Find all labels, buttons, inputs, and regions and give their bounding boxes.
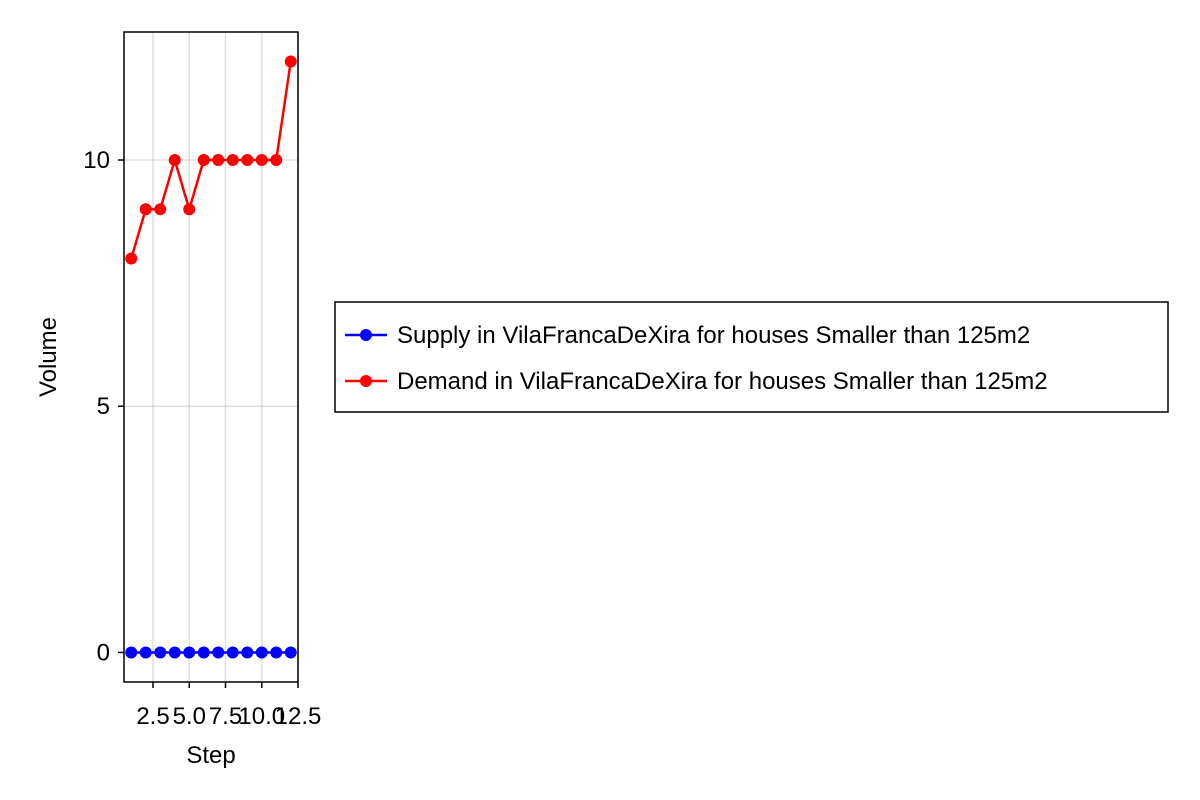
x-tick-label: 7.5 — [209, 703, 242, 730]
y-axis-label: Volume — [35, 317, 62, 397]
data-point — [183, 203, 196, 216]
data-point — [197, 154, 210, 167]
series-supply — [125, 646, 297, 659]
data-point — [255, 154, 268, 167]
legend-marker-swatch — [360, 375, 372, 387]
data-point — [197, 646, 210, 659]
data-point — [284, 646, 297, 659]
data-point — [255, 646, 268, 659]
legend-entry: Demand in VilaFrancaDeXira for houses Sm… — [345, 368, 1048, 395]
legend-entries: Supply in VilaFrancaDeXira for houses Sm… — [345, 322, 1048, 395]
data-point — [168, 154, 181, 167]
data-series — [125, 55, 297, 659]
y-tick-label: 5 — [97, 393, 110, 420]
data-point — [125, 646, 138, 659]
x-axis-ticks: 2.5 5.0 7.510.012.5 — [136, 682, 321, 730]
data-point — [212, 646, 225, 659]
data-point — [284, 55, 297, 68]
data-point — [139, 203, 152, 216]
data-point — [154, 646, 167, 659]
x-tick-label: 12.5 — [275, 703, 322, 730]
data-point — [168, 646, 181, 659]
x-tick-label: 5.0 — [173, 703, 206, 730]
plot-area-frame — [123, 31, 299, 683]
data-point — [212, 154, 225, 167]
x-axis-label: Step — [186, 742, 235, 769]
series-demand — [125, 55, 297, 265]
x-tick-label: 10.0 — [238, 703, 285, 730]
legend-marker-swatch — [360, 329, 372, 341]
y-tick-label: 10 — [83, 147, 110, 174]
legend-label: Supply in VilaFrancaDeXira for houses Sm… — [397, 322, 1030, 349]
data-point — [270, 154, 283, 167]
data-point — [154, 203, 167, 216]
data-point — [270, 646, 283, 659]
x-tick-label: 2.5 — [136, 703, 169, 730]
data-point — [226, 646, 239, 659]
y-axis-ticks: 0 5 10 — [83, 147, 124, 666]
legend: Supply in VilaFrancaDeXira for houses Sm… — [334, 301, 1169, 413]
data-point — [139, 646, 152, 659]
legend-entry: Supply in VilaFrancaDeXira for houses Sm… — [345, 322, 1030, 349]
data-point — [125, 252, 138, 265]
data-point — [226, 154, 239, 167]
y-tick-label: 0 — [97, 639, 110, 666]
legend-frame — [334, 301, 1169, 413]
data-point — [183, 646, 196, 659]
grid-lines — [124, 32, 299, 682]
data-point — [241, 154, 254, 167]
data-point — [241, 646, 254, 659]
legend-label: Demand in VilaFrancaDeXira for houses Sm… — [397, 368, 1048, 395]
